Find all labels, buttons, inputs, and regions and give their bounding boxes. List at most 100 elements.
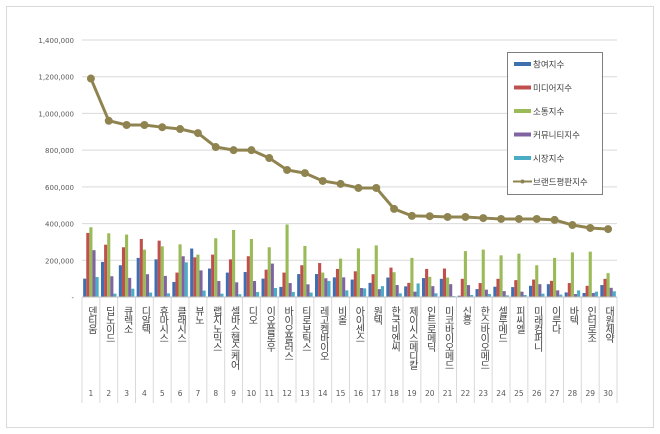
bar-4 — [431, 286, 435, 297]
bar-4 — [466, 285, 471, 297]
bar-4 — [128, 277, 132, 297]
line-point — [586, 223, 595, 232]
bar-5 — [256, 292, 260, 297]
bar-2 — [353, 271, 357, 297]
x-category-label: 한스바이오메드 — [478, 306, 490, 369]
bar-2 — [157, 240, 161, 297]
line-point — [86, 74, 95, 83]
line-point — [497, 214, 506, 223]
bar-2 — [104, 244, 108, 297]
bar-1 — [457, 295, 461, 297]
x-rank-label: 25 — [514, 389, 524, 398]
bar-1 — [529, 285, 533, 297]
bar-1 — [350, 279, 354, 297]
x-rank-label: 11 — [264, 389, 274, 398]
bar-3 — [570, 252, 574, 297]
bar-1 — [118, 265, 122, 297]
line-point — [372, 183, 381, 192]
bar-5 — [291, 292, 295, 297]
bar-3 — [249, 238, 253, 297]
bar-5 — [487, 294, 491, 297]
x-category-label: 미래컴퍼니 — [531, 306, 543, 353]
bar-4 — [359, 288, 364, 297]
bar-2 — [175, 272, 179, 297]
bar-1 — [154, 259, 158, 297]
x-category-label: 이오플로우 — [264, 306, 276, 353]
x-rank-label: 2 — [106, 389, 111, 398]
legend-swatch — [514, 85, 531, 90]
bar-5 — [523, 294, 527, 297]
bar-1 — [172, 281, 176, 297]
x-axis: 덴티움 1 딥노이드 2 큐렉소 3 디알텍 4 휴마시스 5 클래시스 6 뷰노 7 랩지노믹스 8 셀바스헬… — [81, 296, 618, 403]
legend-marker — [520, 179, 525, 184]
x-category-label: 디알텍 — [139, 306, 151, 335]
x-category-label: 신흥 — [460, 306, 472, 325]
x-category-label: 제이시스메디칼 — [406, 306, 418, 370]
bar-5 — [273, 288, 277, 297]
bar-1 — [136, 257, 140, 297]
bar-5 — [416, 283, 420, 297]
bar-5 — [541, 293, 545, 297]
bar-1 — [243, 272, 247, 297]
x-category-label: 피씨엘 — [513, 306, 525, 334]
line-point — [211, 143, 220, 152]
line-point — [532, 214, 541, 223]
x-rank-label: 15 — [336, 389, 346, 398]
x-category-label: 인터로조 — [585, 306, 597, 342]
bar-2 — [585, 285, 589, 297]
bar-4 — [342, 277, 346, 297]
bar-3 — [196, 254, 200, 297]
bar-3 — [303, 245, 307, 297]
legend-label: 커뮤니티지수 — [533, 130, 580, 141]
line-point — [104, 116, 113, 125]
bar-5 — [113, 293, 117, 297]
bar-3 — [517, 253, 521, 297]
x-rank-label: 24 — [496, 389, 506, 398]
x-rank-label: 19 — [407, 389, 417, 398]
bar-2 — [335, 268, 340, 297]
bar-4 — [395, 285, 399, 297]
line-point — [140, 120, 149, 129]
bar-1 — [582, 292, 586, 297]
bar-4 — [573, 294, 578, 297]
x-rank-label: 1 — [89, 389, 94, 398]
bar-3 — [553, 257, 557, 297]
x-category-label: 휴마시스 — [157, 306, 169, 342]
bar-4 — [199, 270, 203, 297]
bar-5 — [131, 288, 135, 297]
bar-5 — [202, 290, 206, 297]
line-point — [300, 169, 309, 178]
bar-3 — [446, 277, 450, 297]
bar-1 — [208, 268, 212, 297]
x-rank-label: 30 — [603, 389, 613, 398]
bar-5 — [363, 288, 367, 297]
legend-swatch — [514, 132, 531, 137]
bar-2 — [460, 278, 464, 297]
line-point — [158, 123, 167, 132]
bar-3 — [107, 233, 111, 297]
bar-3 — [267, 247, 271, 297]
bar-4 — [288, 283, 292, 297]
bar-4 — [306, 284, 310, 297]
bar-2 — [211, 254, 215, 297]
bar-2 — [496, 278, 500, 297]
bar-4 — [377, 289, 381, 297]
bar-4 — [145, 274, 150, 297]
x-rank-label: 23 — [478, 389, 488, 398]
bar-4 — [484, 289, 488, 297]
x-category-label: 원텍 — [371, 306, 383, 326]
bar-1 — [439, 278, 443, 297]
bar-2 — [603, 278, 607, 297]
bar-3 — [535, 265, 539, 297]
bar-5 — [327, 281, 331, 297]
legend-label: 미디어지수 — [533, 83, 572, 94]
bar-4 — [324, 278, 328, 297]
x-rank-label: 12 — [282, 389, 292, 398]
bar-3 — [606, 273, 610, 297]
x-rank-label: 28 — [568, 389, 578, 398]
bar-3 — [285, 224, 289, 297]
x-category-label: 아이센스 — [353, 306, 365, 342]
bar-1 — [475, 289, 479, 297]
bar-5 — [149, 292, 153, 297]
